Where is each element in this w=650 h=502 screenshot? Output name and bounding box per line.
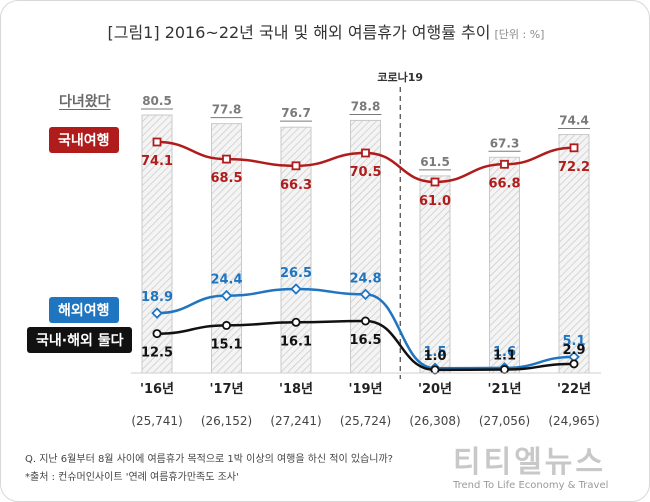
sample-size-label: (24,965)	[548, 414, 599, 428]
bar-visited	[489, 156, 520, 374]
x-tick-label: '20년	[418, 382, 452, 397]
point-overseas	[220, 289, 233, 302]
point-domestic	[569, 143, 579, 153]
legend-overseas: 해외여행	[49, 297, 119, 323]
legend-both: 국내·해외 둘다	[27, 327, 133, 353]
legend-visited: 다녀왔다	[59, 94, 111, 110]
value-label-domestic: 70.5	[349, 165, 381, 180]
footnote-question: Q. 지난 6월부터 8월 사이에 여름휴가 목적으로 1박 이상의 여행을 하…	[25, 454, 393, 465]
bar-value-label: 74.4	[559, 114, 589, 128]
point-overseas	[151, 307, 163, 319]
x-tick-label: '22년	[557, 382, 591, 397]
value-label-overseas: 1.5	[423, 345, 446, 360]
x-tick-label: '19년	[348, 382, 382, 397]
bar-value-label: 77.8	[212, 103, 242, 117]
value-label-overseas: 26.5	[280, 266, 312, 281]
bar-value-label: 67.3	[490, 136, 520, 150]
point-overseas	[359, 288, 372, 301]
sample-size-label: (26,308)	[409, 414, 460, 428]
value-label-both: 16.5	[349, 333, 381, 348]
point-overseas	[290, 283, 302, 295]
value-label-overseas: 1.6	[493, 345, 516, 360]
value-label-overseas: 24.4	[210, 273, 242, 288]
value-label-domestic: 72.2	[558, 160, 590, 175]
bar-value-label: 61.5	[420, 155, 450, 169]
covid-label: 코로나19	[377, 70, 423, 84]
value-label-both: 16.1	[280, 334, 312, 349]
value-label-overseas: 24.8	[349, 271, 381, 286]
chart-unit: [단위 : %]	[494, 28, 545, 41]
sample-size-label: (25,724)	[340, 414, 391, 428]
x-tick-label: '21년	[487, 382, 521, 397]
point-both	[221, 320, 231, 330]
bar-value-label: 78.8	[351, 99, 381, 113]
sample-size-label: (27,056)	[479, 414, 530, 428]
point-both	[291, 317, 301, 327]
legend-domestic: 국내여행	[49, 127, 119, 153]
bar-value-label: 80.5	[142, 94, 172, 108]
value-label-both: 1.0	[423, 349, 446, 364]
value-label-both: 15.1	[210, 337, 242, 352]
x-tick-label: '16년	[140, 382, 174, 397]
x-tick-label: '17년	[209, 382, 243, 397]
bar-visited	[419, 175, 451, 374]
publisher-logo: 티티엘뉴스 Trend To Life Economy & Travel	[453, 447, 608, 493]
point-domestic	[291, 161, 301, 171]
footnote-source: *출처 : 컨슈머인사이트 '연례 여름휴가만족도 조사'	[25, 472, 239, 483]
point-domestic	[361, 148, 370, 158]
chart-svg: 코로나19 80.5 77.8 76.7 78.8 61.5 67.3 74.4 74.1 68…	[131, 70, 601, 428]
point-both	[430, 365, 440, 375]
sample-size-label: (26,152)	[201, 414, 252, 428]
point-domestic	[430, 177, 440, 187]
chart-title-text: [그림1] 2016~22년 국내 및 해외 여름휴가 여행률 추이	[107, 23, 491, 42]
sample-size-label: (25,741)	[131, 414, 182, 428]
bar-visited	[211, 123, 242, 374]
point-both	[360, 316, 370, 326]
value-label-domestic: 66.8	[488, 176, 520, 191]
footnote: Q. 지난 6월부터 8월 사이에 여름휴가 목적으로 1박 이상의 여행을 하…	[25, 451, 393, 487]
value-label-domestic: 66.3	[280, 178, 312, 193]
value-label-both: 2.9	[562, 343, 585, 358]
x-tick-label: '18년	[279, 382, 313, 397]
value-label-domestic: 61.0	[419, 194, 451, 209]
point-domestic	[222, 154, 231, 164]
chart-title: [그림1] 2016~22년 국내 및 해외 여름휴가 여행률 추이 [단위 : …	[1, 19, 649, 43]
sample-size-label: (27,241)	[270, 414, 321, 428]
value-label-both: 1.1	[493, 349, 516, 364]
point-domestic	[152, 137, 162, 147]
value-label-overseas: 5.1	[562, 334, 585, 349]
logo-main-text: 티티엘뉴스	[453, 445, 606, 480]
value-label-domestic: 68.5	[210, 171, 242, 186]
point-domestic	[500, 159, 509, 169]
point-both	[569, 359, 579, 369]
point-both	[152, 329, 162, 339]
bar-visited	[350, 119, 381, 374]
value-label-both: 12.5	[141, 346, 173, 361]
logo-sub-text: Trend To Life Economy & Travel	[453, 480, 609, 491]
value-label-overseas: 18.9	[141, 290, 173, 305]
value-label-domestic: 74.1	[141, 154, 173, 169]
bar-value-label: 76.7	[281, 106, 311, 120]
point-both	[499, 365, 509, 375]
